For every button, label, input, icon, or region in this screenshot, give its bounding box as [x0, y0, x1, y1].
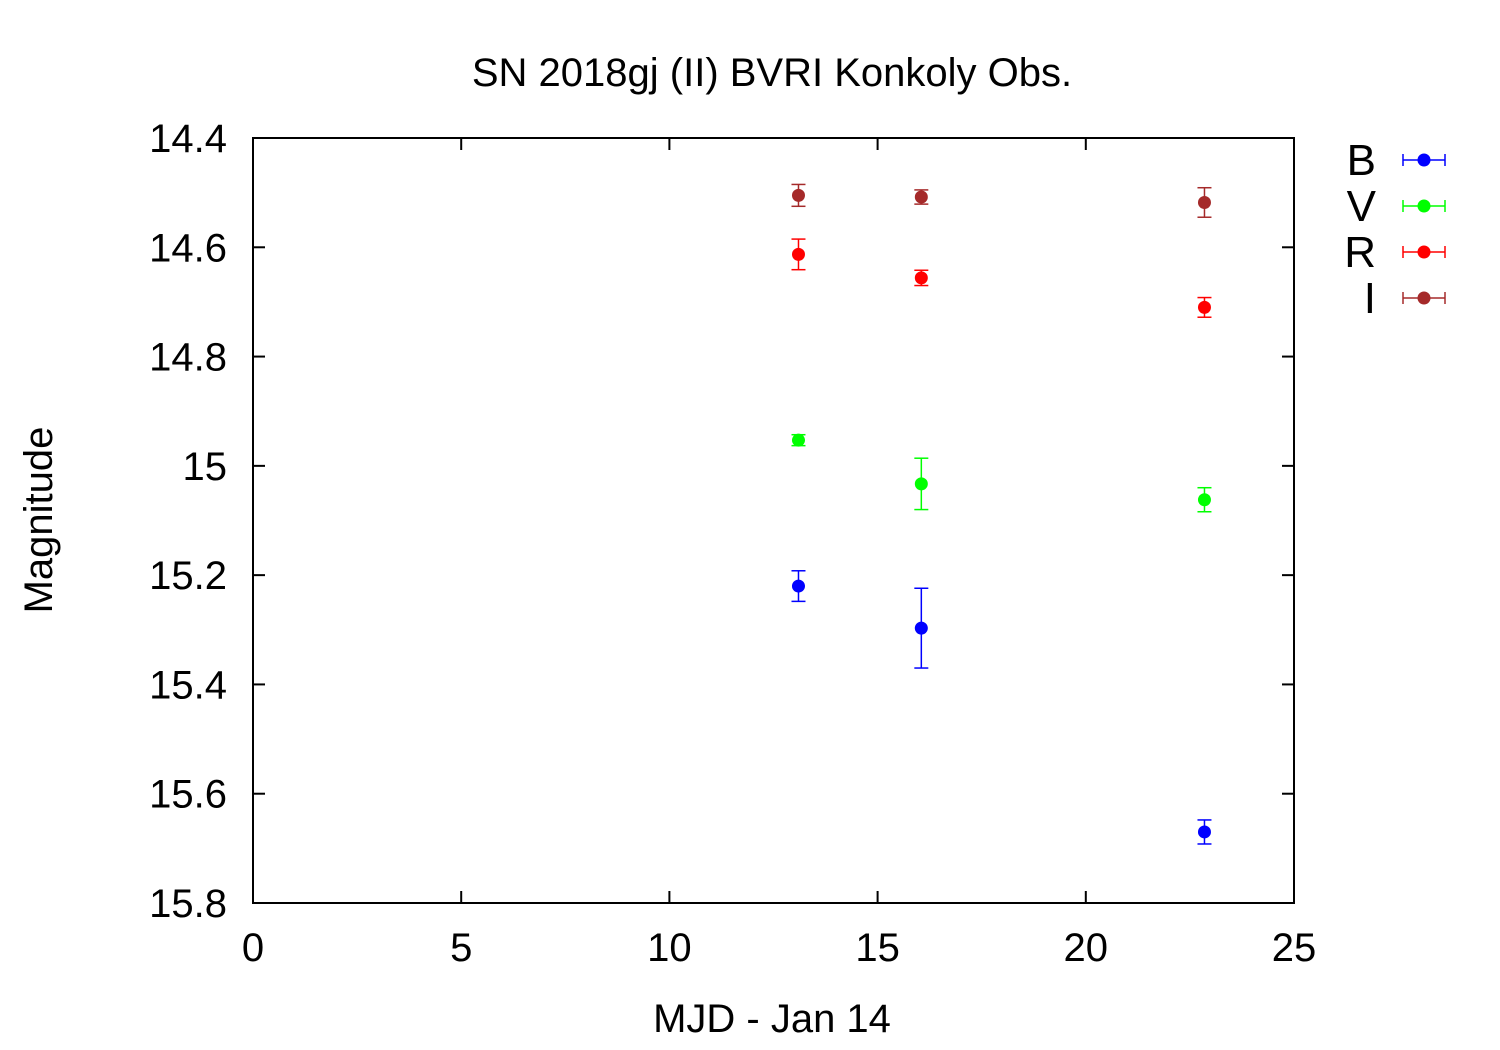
x-tick-label: 15	[855, 926, 900, 970]
x-tick-label: 10	[647, 926, 692, 970]
y-tick-label: 15	[183, 445, 228, 489]
x-tick-label: 25	[1272, 926, 1317, 970]
series-I	[791, 183, 1212, 218]
x-tick-label: 0	[242, 926, 264, 970]
y-axis-label: Magnitude	[17, 427, 61, 614]
y-tick-label: 14.8	[149, 336, 227, 380]
legend-label: I	[1364, 274, 1376, 323]
legend-marker	[1417, 199, 1431, 213]
chart-title: SN 2018gj (II) BVRI Konkoly Obs.	[472, 51, 1072, 95]
data-point	[791, 579, 805, 593]
data-point	[1197, 195, 1211, 209]
y-tick-label: 15.8	[149, 882, 227, 926]
x-axis-ticks: 0 5 10 15 20 25	[242, 138, 1316, 970]
data-point	[1197, 300, 1211, 314]
data-point	[914, 190, 928, 204]
y-tick-label: 15.2	[149, 554, 227, 598]
legend-marker	[1417, 291, 1431, 305]
series-R	[791, 238, 1212, 318]
y-tick-label: 14.4	[149, 117, 227, 161]
x-tick-label: 5	[450, 926, 472, 970]
series-V	[791, 433, 1212, 513]
data-point	[791, 247, 805, 261]
legend-item-I: I	[1364, 274, 1446, 323]
data-point	[791, 433, 805, 447]
legend-item-V: V	[1347, 182, 1446, 231]
data-point	[1197, 825, 1211, 839]
legend-marker	[1417, 245, 1431, 259]
legend-item-R: R	[1344, 228, 1446, 277]
y-tick-label: 15.4	[149, 663, 227, 707]
series-B	[791, 570, 1212, 845]
x-axis-label: MJD - Jan 14	[653, 997, 891, 1041]
legend-label: V	[1347, 182, 1377, 231]
y-tick-label: 14.6	[149, 226, 227, 270]
y-tick-label: 15.6	[149, 773, 227, 817]
x-tick-label: 20	[1064, 926, 1109, 970]
data-point	[791, 188, 805, 202]
legend-label: B	[1347, 136, 1376, 185]
plot-frame	[252, 137, 1295, 904]
y-axis-ticks: 14.4 14.6 14.8 15 15.2 15.4 15.6 15.8	[149, 117, 1294, 926]
data-point	[914, 621, 928, 635]
data-point	[914, 477, 928, 491]
data-point	[914, 271, 928, 285]
data-point	[1197, 493, 1211, 507]
legend-marker	[1417, 153, 1431, 167]
data-series	[791, 183, 1212, 845]
legend-item-B: B	[1347, 136, 1446, 185]
legend-label: R	[1344, 228, 1376, 277]
legend: BVRI	[1344, 136, 1446, 323]
